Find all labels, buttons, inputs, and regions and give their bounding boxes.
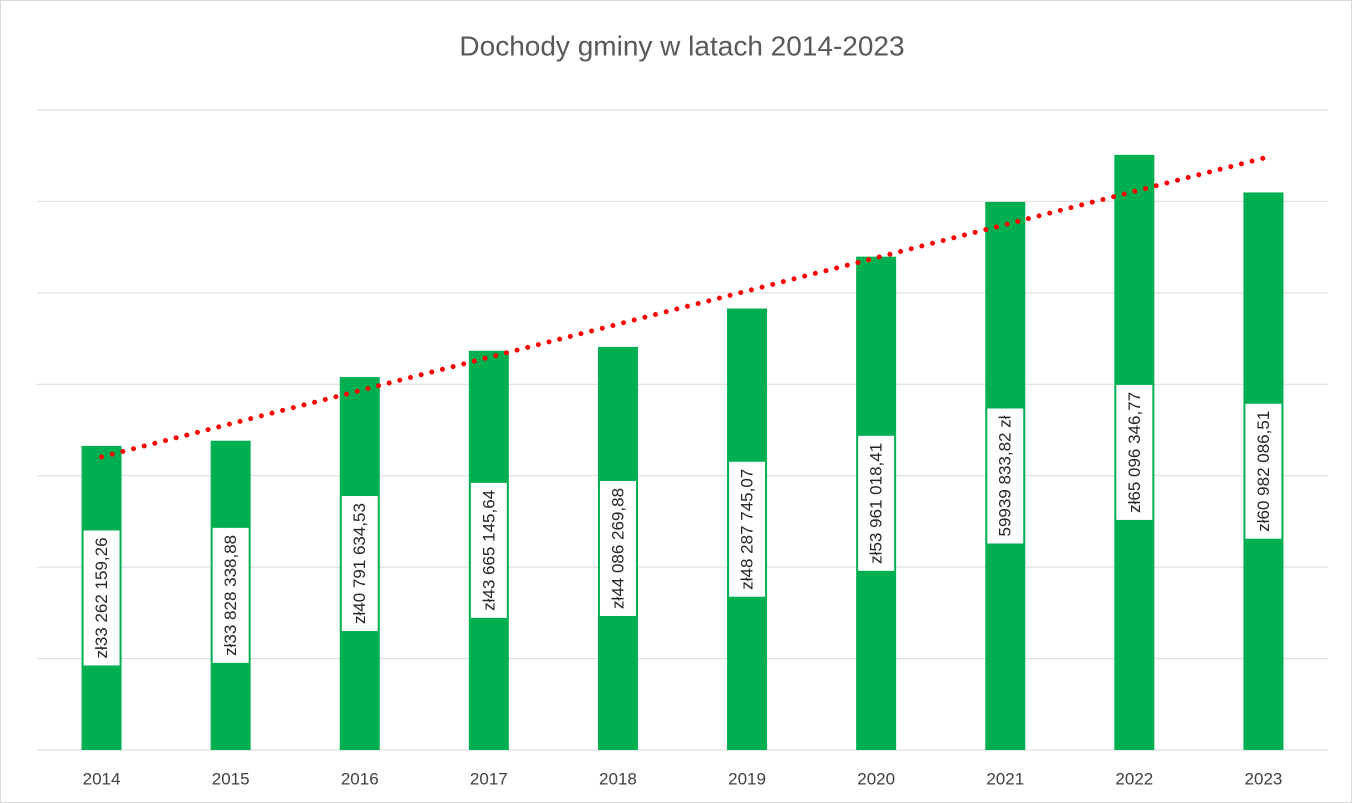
x-tick-label: 2014 [83,769,121,788]
data-label: zł48 287 745,07 [729,461,766,597]
data-label: zł33 262 159,26 [83,530,120,666]
x-tick-label: 2018 [599,769,637,788]
data-label-box [858,435,895,571]
data-label-text: zł53 961 018,41 [867,443,886,564]
data-label: zł40 791 634,53 [341,496,378,632]
x-tick-label: 2017 [470,769,508,788]
data-label-box [729,461,766,597]
data-label-box [987,408,1024,544]
x-tick-label: 2020 [857,769,895,788]
chart-title: Dochody gminy w latach 2014-2023 [459,30,904,61]
x-tick-label: 2023 [1245,769,1283,788]
data-label-text: zł60 982 086,51 [1254,411,1273,532]
data-label-text: zł65 096 346,77 [1125,392,1144,513]
data-label: 59939 833,82 zł [987,408,1024,544]
x-tick-label: 2019 [728,769,766,788]
data-label: zł33 828 338,88 [212,527,249,663]
data-label-box [341,496,378,632]
data-label: zł43 665 145,64 [470,482,507,618]
data-label-box [1245,403,1282,539]
data-label-box [1116,384,1153,520]
data-label-box [83,530,120,666]
x-tick-label: 2016 [341,769,379,788]
data-label-text: zł44 086 269,88 [608,488,627,609]
trendline [99,155,1266,460]
data-label: zł53 961 018,41 [858,435,895,571]
data-label-text: zł40 791 634,53 [350,503,369,624]
data-label-box [212,527,249,663]
data-label: zł60 982 086,51 [1245,403,1282,539]
data-label: zł44 086 269,88 [599,480,636,616]
data-label-box [599,480,636,616]
data-label: zł65 096 346,77 [1116,384,1153,520]
data-label-text: zł48 287 745,07 [738,469,757,590]
data-label-text: 59939 833,82 zł [996,415,1015,536]
data-label-box [470,482,507,618]
x-tick-label: 2015 [212,769,250,788]
x-tick-label: 2022 [1115,769,1153,788]
x-tick-label: 2021 [986,769,1024,788]
data-label-text: zł43 665 145,64 [479,490,498,611]
data-label-text: zł33 828 338,88 [221,535,240,656]
data-label-text: zł33 262 159,26 [92,537,111,658]
